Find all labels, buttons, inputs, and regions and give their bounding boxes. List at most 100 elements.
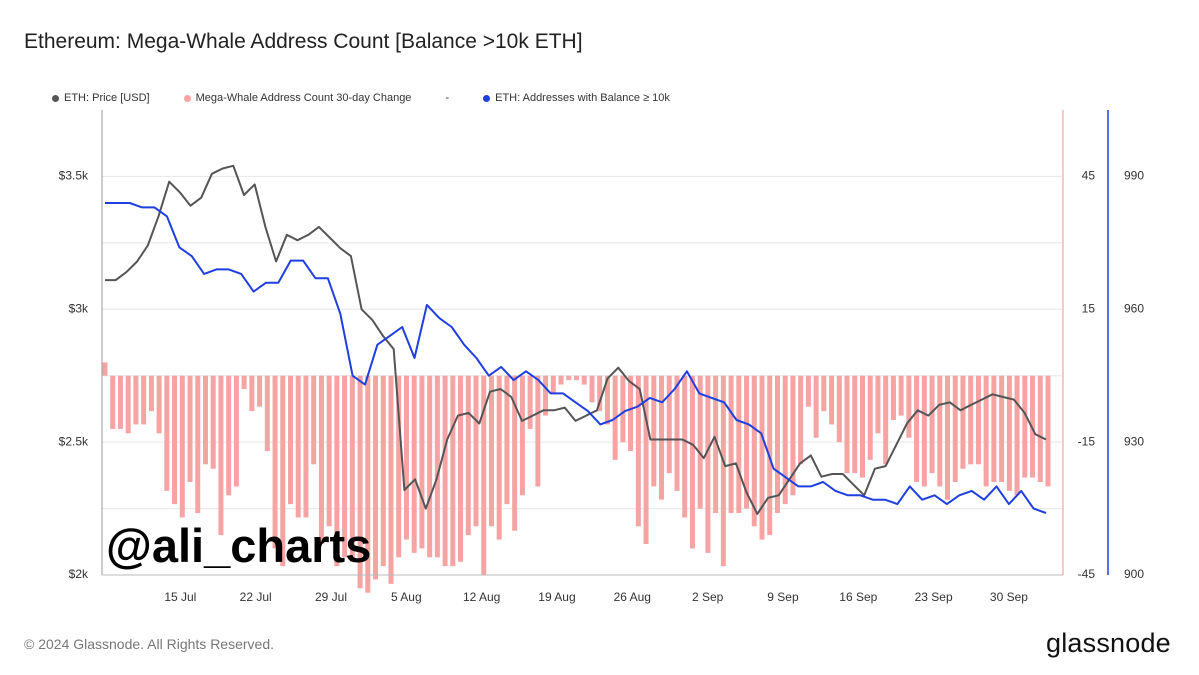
bar	[272, 375, 278, 549]
bar	[728, 375, 734, 513]
bar	[257, 375, 263, 407]
bar	[844, 375, 850, 474]
bar	[342, 375, 348, 558]
bar	[133, 375, 139, 425]
axes	[101, 110, 1109, 576]
bar	[419, 375, 425, 549]
bar	[504, 375, 510, 505]
bar	[1037, 375, 1043, 482]
bar	[388, 375, 394, 584]
bar	[141, 375, 147, 425]
addresses-series	[105, 202, 1047, 514]
bar	[666, 375, 672, 474]
bar	[512, 375, 518, 531]
left-tick-label: $2.5k	[59, 434, 89, 448]
bar	[1045, 375, 1051, 487]
bar	[836, 375, 842, 443]
bar	[488, 375, 494, 527]
bar	[620, 375, 626, 443]
bar	[295, 375, 301, 518]
bar	[945, 375, 951, 500]
bar	[396, 375, 402, 558]
middle-tick-label: 15	[1082, 301, 1096, 315]
bar	[790, 375, 796, 496]
bar	[481, 375, 487, 575]
bar	[1022, 375, 1028, 478]
x-tick-label: 19 Aug	[538, 590, 575, 604]
bar	[179, 375, 185, 518]
bar-series	[102, 362, 1051, 593]
bar	[805, 375, 811, 407]
brand-logo[interactable]: glassnode	[1046, 628, 1171, 658]
bar	[914, 375, 920, 482]
bar	[674, 375, 680, 491]
bar	[226, 375, 232, 496]
bar	[349, 375, 355, 562]
bar	[411, 375, 417, 553]
bar	[202, 375, 208, 465]
bar	[852, 375, 858, 474]
bar	[890, 375, 896, 420]
left-tick-label: $2k	[69, 567, 89, 581]
price-series	[105, 164, 1047, 515]
bar	[427, 375, 433, 558]
bar	[635, 375, 641, 527]
bar	[550, 375, 556, 394]
bar	[651, 375, 657, 487]
x-tick-label: 29 Jul	[315, 590, 347, 604]
x-tick-label: 12 Aug	[463, 590, 500, 604]
legend-label-bars: Mega-Whale Address Count 30-day Change	[195, 92, 412, 104]
bar	[744, 375, 750, 509]
middle-tick-label: -45	[1078, 567, 1096, 581]
x-tick-label: 9 Sep	[767, 590, 799, 604]
legend-dot-price-icon	[52, 94, 59, 102]
bar	[821, 375, 827, 412]
middle-tick-label: -15	[1078, 434, 1096, 448]
bar	[210, 375, 216, 469]
bar	[798, 375, 804, 465]
legend-item-bars[interactable]: Mega-Whale Address Count 30-day Change	[183, 92, 412, 104]
addresses-line	[105, 202, 1047, 514]
legend-label-price: ETH: Price [USD]	[64, 92, 150, 104]
bar	[117, 375, 123, 429]
bar	[597, 375, 603, 412]
legend-item-price[interactable]: ETH: Price [USD]	[52, 92, 150, 104]
bar	[991, 375, 997, 482]
bar	[829, 375, 835, 425]
bar	[318, 375, 324, 544]
right-tick-label: 900	[1124, 567, 1144, 581]
bar	[535, 375, 541, 487]
legend-item-dash: -	[445, 92, 450, 104]
copyright-footer: © 2024 Glassnode. All Rights Reserved.	[24, 636, 275, 652]
bar	[983, 375, 989, 487]
x-tick-label: 22 Jul	[240, 590, 272, 604]
middle-tick-label: 45	[1082, 169, 1096, 183]
bar	[589, 375, 595, 403]
bar	[458, 375, 464, 562]
bar	[442, 375, 448, 567]
bar	[527, 375, 533, 429]
bar	[813, 375, 819, 438]
bar	[774, 375, 780, 513]
bar	[519, 375, 525, 496]
bar	[968, 375, 974, 465]
bar	[357, 375, 363, 589]
bar	[751, 375, 757, 527]
bar	[720, 375, 726, 567]
bar	[303, 375, 309, 518]
bar	[906, 375, 912, 438]
bar	[682, 375, 688, 518]
bar	[102, 362, 108, 376]
bar	[952, 375, 958, 482]
bar	[999, 375, 1005, 482]
legend-item-addresses[interactable]: ETH: Addresses with Balance ≥ 10k	[483, 92, 670, 104]
bar	[264, 375, 270, 451]
bar	[643, 375, 649, 544]
bar	[195, 375, 201, 513]
bar	[164, 375, 170, 491]
bar	[110, 375, 116, 429]
bar	[288, 375, 294, 505]
bar	[365, 375, 371, 593]
x-tick-label: 30 Sep	[990, 590, 1028, 604]
